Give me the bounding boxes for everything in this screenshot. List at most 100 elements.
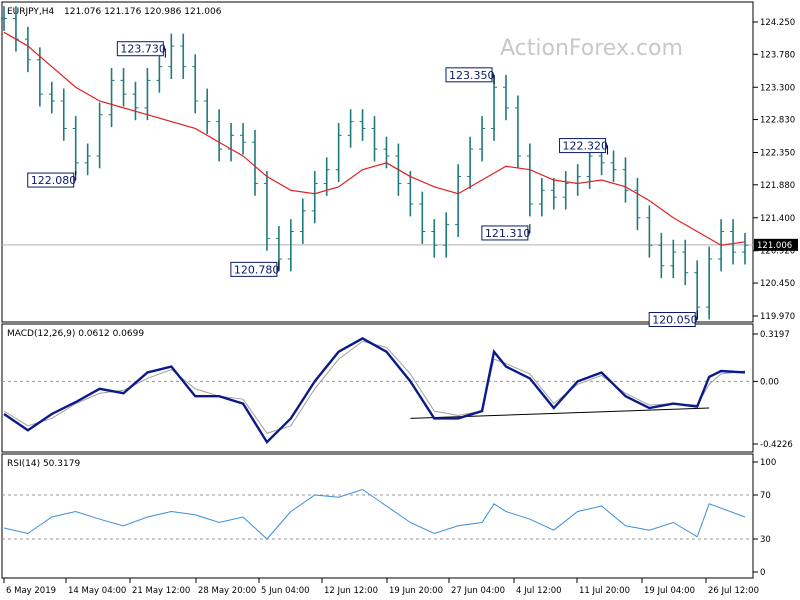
rsi-tick-label: 70 [760,491,771,501]
signal-line [3,340,746,434]
price-bar [407,171,414,217]
annotation-label: 120.050 [652,314,698,327]
price-annotation: 122.080 [27,171,77,188]
price-bar [36,47,43,107]
x-tick-label: 19 Jul 04:00 [644,586,695,596]
rsi-tick-label: 30 [760,535,771,545]
price-bar [431,219,438,258]
price-panel[interactable] [1,1,754,323]
macd-panel[interactable] [1,323,754,453]
price-bar [180,33,187,80]
price-bar [204,88,211,134]
rsi-title: RSI(14) 50.3179 [7,459,80,469]
annotation-label: 120.780 [234,263,279,276]
price-tick-label: 123.780 [760,50,795,60]
price-axis: 124.250 123.780 123.300 122.830 122.350 121.8… [2,18,798,322]
price-bar [526,143,533,217]
rsi-axis: 100 70 30 0 [2,458,776,578]
price-bar [251,129,258,196]
price-bar [479,116,486,162]
price-bar [144,68,151,121]
macd-tick-label: 0.00 [760,377,779,387]
price-bar [550,177,557,210]
price-bar [538,177,545,217]
price-bar [706,246,713,320]
price-annotation: 123.730 [116,41,166,58]
price-tick-label: 124.250 [760,18,795,28]
price-bar [419,191,426,244]
macd-series [3,337,746,445]
price-bar [359,109,366,141]
price-bar [670,239,677,279]
price-bar [156,54,163,93]
price-annotation: 122.320 [559,138,609,155]
price-bar [228,122,235,162]
price-bar [682,239,689,286]
x-tick-label: 11 Jul 20:00 [579,586,630,596]
price-bar [443,212,450,258]
price-bar [502,74,509,121]
price-bar [48,81,55,114]
price-series [1,6,748,320]
price-bar [108,68,115,128]
price-bar [455,164,462,238]
x-tick-label: 21 May 12:00 [132,586,190,596]
price-tick-label: 120.920 [760,247,795,257]
price-bar [622,157,629,203]
price-bar [610,150,617,183]
annotation-label: 123.730 [120,43,166,56]
price-bar [742,232,748,265]
rsi-line [3,488,746,540]
price-annotations: 123.730 122.080 120.780 123.350 121.310 122.3… [27,41,698,328]
price-tick-label: 121.400 [760,214,795,224]
price-bar [335,122,342,183]
x-tick-label: 4 Jul 12:00 [516,586,562,596]
price-annotation: 120.050 [648,310,698,328]
price-bar [311,171,318,224]
rsi-tick-label: 0 [760,568,765,578]
current-price-marker [754,238,798,251]
x-tick-label: 12 Jun 12:00 [324,586,378,596]
annotation-label: 122.080 [31,174,77,187]
price-annotation: 120.780 [230,260,280,277]
price-tick-label: 123.300 [760,83,795,93]
price-bar [467,136,474,189]
x-axis: 6 May 2019 14 May 04:00 21 May 12:00 28 May… [3,578,759,596]
rsi-series [3,488,746,540]
price-bar [634,177,641,231]
price-bar [84,143,91,176]
price-annotation: 121.310 [481,223,531,241]
x-tick-label: 26 Jul 12:00 [708,586,759,596]
annotation-label: 123.350 [449,69,495,82]
price-tick-label: 119.970 [760,312,795,322]
rsi-tick-label: 100 [760,458,776,468]
ohlc-readout: 121.076 121.176 120.986 121.006 [64,7,222,17]
price-bar [299,198,306,244]
price-annotation: 123.350 [445,67,495,84]
x-tick-label: 14 May 04:00 [68,586,126,596]
macd-axis: 0.3197 0.00 -0.4226 [2,330,793,450]
price-bar [192,54,199,114]
x-tick-label: 19 Jun 20:00 [389,586,443,596]
price-bar [1,6,7,31]
price-bar [263,171,270,251]
annotation-label: 121.310 [485,227,531,240]
price-bar [132,81,139,121]
rsi-panel[interactable] [1,453,754,579]
price-bar [287,219,294,272]
price-bar [24,26,31,73]
price-tick-label: 122.350 [760,149,795,159]
sma-line [3,31,746,246]
macd-tick-label: -0.4226 [760,440,793,450]
price-bar [574,164,581,196]
symbol-label: EURJPY,H4 [7,7,55,17]
price-bar [216,109,223,162]
price-bar [658,232,665,279]
annotation-label: 122.320 [563,140,609,153]
macd-line [3,337,746,445]
x-tick-label: 5 Jun 04:00 [261,586,310,596]
price-tick-label: 122.830 [760,116,795,126]
x-tick-label: 6 May 2019 [6,586,56,596]
